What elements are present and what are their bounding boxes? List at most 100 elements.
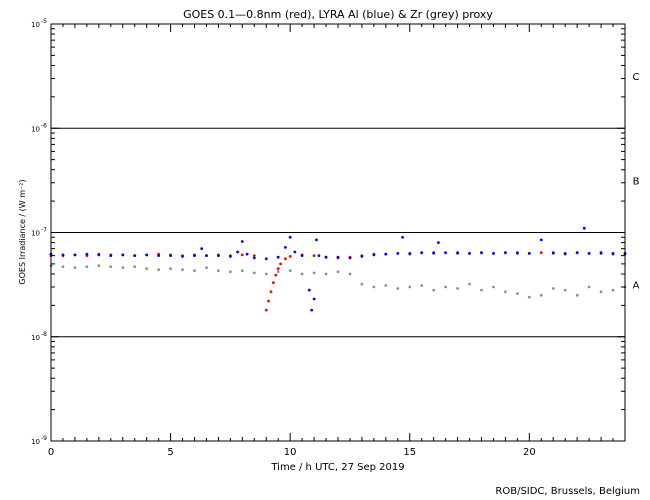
- data-point: [157, 268, 161, 272]
- data-point: [432, 251, 436, 255]
- data-point: [97, 264, 101, 268]
- data-point: [468, 252, 471, 255]
- data-point: [384, 252, 388, 256]
- data-point: [408, 252, 412, 255]
- y-tick-label: 10: [31, 438, 40, 446]
- data-point: [599, 251, 603, 255]
- data-point: [348, 272, 352, 276]
- flare-class-label: C: [633, 72, 640, 83]
- data-point: [396, 287, 400, 290]
- data-point: [272, 281, 275, 285]
- data-series: [49, 226, 627, 312]
- data-point: [279, 262, 282, 266]
- data-point: [504, 251, 507, 255]
- data-point: [372, 253, 376, 257]
- data-point: [284, 246, 287, 249]
- flare-class-label: A: [633, 281, 640, 292]
- data-point: [575, 293, 579, 297]
- data-point: [133, 265, 137, 269]
- data-point: [312, 254, 316, 257]
- data-point: [85, 265, 89, 269]
- data-point: [240, 253, 244, 257]
- data-point: [611, 252, 615, 255]
- data-point: [252, 254, 256, 257]
- data-point: [293, 250, 297, 254]
- data-point: [408, 285, 412, 289]
- data-point: [324, 272, 328, 276]
- y-tick-exponent: -8: [41, 331, 47, 338]
- data-point: [181, 268, 184, 272]
- data-point: [456, 287, 459, 290]
- x-tick-label: 15: [403, 447, 416, 458]
- chart-title: GOES 0.1—0.8nm (red), LYRA Al (blue) & Z…: [183, 8, 493, 21]
- series-group: [49, 226, 627, 312]
- data-point: [276, 267, 280, 271]
- data-point: [582, 226, 586, 230]
- series-group: [49, 251, 627, 312]
- data-point: [236, 250, 240, 254]
- data-point: [229, 270, 232, 274]
- y-tick-label: 10: [31, 125, 40, 133]
- data-point: [317, 254, 321, 257]
- data-point: [563, 288, 567, 292]
- data-point: [133, 254, 137, 257]
- y-tick-label: 10: [31, 334, 40, 342]
- data-point: [420, 251, 424, 255]
- data-point: [229, 255, 232, 258]
- data-point: [551, 251, 555, 255]
- y-tick-label: 10: [31, 21, 40, 29]
- data-point: [264, 257, 268, 261]
- data-point: [300, 272, 304, 276]
- data-point: [348, 256, 352, 260]
- x-axis-label: Time / h UTC, 27 Sep 2019: [270, 462, 404, 473]
- data-point: [97, 253, 101, 257]
- data-point: [300, 254, 304, 257]
- flare-class-lines: [51, 127, 625, 338]
- data-point: [288, 269, 292, 273]
- data-point: [401, 235, 404, 239]
- data-point: [252, 271, 256, 275]
- data-point: [245, 252, 249, 256]
- data-point: [73, 253, 77, 257]
- x-tick-label: 0: [48, 447, 54, 458]
- data-point: [310, 308, 314, 312]
- data-point: [217, 254, 220, 257]
- data-point: [288, 255, 292, 258]
- data-point: [61, 265, 65, 269]
- data-point: [539, 293, 543, 297]
- y-axis-label: GOES Irradiance / (W m⁻²): [18, 179, 27, 284]
- y-tick-exponent: -6: [41, 122, 47, 129]
- data-point: [217, 269, 220, 273]
- data-point: [145, 267, 149, 271]
- data-point: [73, 266, 77, 270]
- data-point: [274, 273, 278, 277]
- data-point: [252, 256, 256, 260]
- data-point: [109, 265, 113, 269]
- series-group: [49, 264, 627, 299]
- data-point: [276, 255, 280, 259]
- x-tick-label: 5: [167, 447, 173, 458]
- data-point: [324, 255, 328, 259]
- data-point: [193, 269, 196, 273]
- data-point: [420, 284, 424, 287]
- credit-text: ROB/SIDC, Brussels, Belgium: [495, 486, 640, 497]
- x-tick-label: 10: [284, 447, 297, 458]
- data-point: [276, 270, 280, 274]
- data-point: [575, 251, 579, 255]
- y-tick-label: 10: [31, 230, 40, 238]
- data-point: [240, 240, 244, 243]
- y-tick-exponent: -5: [41, 18, 47, 25]
- y-tick-exponent: -9: [41, 435, 47, 442]
- x-tick-label: 20: [523, 447, 536, 458]
- data-point: [267, 299, 270, 303]
- flare-class-label: B: [633, 176, 640, 187]
- y-tick-exponent: -7: [41, 227, 47, 234]
- data-point: [444, 285, 447, 289]
- data-point: [312, 271, 316, 275]
- data-point: [516, 251, 519, 255]
- data-point: [480, 288, 483, 292]
- data-point: [336, 270, 340, 274]
- data-point: [264, 272, 268, 276]
- data-point: [169, 267, 173, 271]
- data-point: [551, 287, 555, 290]
